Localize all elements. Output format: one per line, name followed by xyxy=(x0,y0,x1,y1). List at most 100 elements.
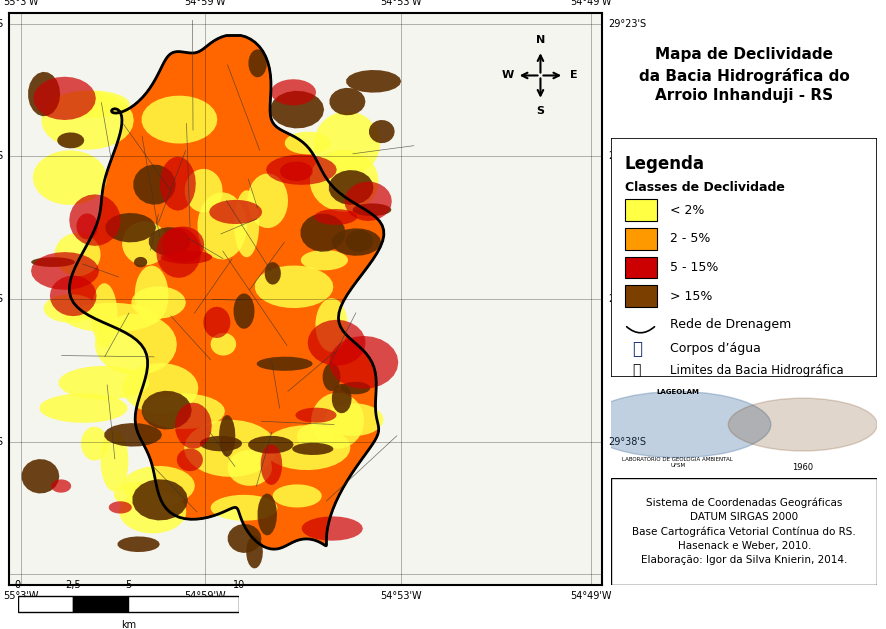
Polygon shape xyxy=(133,479,188,520)
Polygon shape xyxy=(263,425,351,470)
Polygon shape xyxy=(258,494,277,535)
Text: Classes de Declividade: Classes de Declividade xyxy=(625,181,784,194)
Polygon shape xyxy=(156,227,201,278)
Polygon shape xyxy=(177,448,203,471)
Polygon shape xyxy=(69,194,120,246)
Polygon shape xyxy=(271,79,316,106)
Text: Sistema de Coordenadas Geográficas
DATUM SIRGAS 2000
Base Cartográfica Vetorial : Sistema de Coordenadas Geográficas DATUM… xyxy=(633,498,856,565)
Polygon shape xyxy=(295,408,337,423)
Text: Legenda: Legenda xyxy=(625,155,704,173)
Polygon shape xyxy=(329,170,374,205)
Polygon shape xyxy=(228,524,261,553)
FancyBboxPatch shape xyxy=(611,478,877,585)
Text: 1960: 1960 xyxy=(792,462,813,472)
Polygon shape xyxy=(246,535,263,569)
Polygon shape xyxy=(346,70,401,92)
Polygon shape xyxy=(58,366,149,399)
Bar xyxy=(625,286,657,307)
Text: 29°38'S: 29°38'S xyxy=(0,437,3,447)
Text: 29°33'S: 29°33'S xyxy=(609,294,647,304)
Polygon shape xyxy=(314,209,357,225)
Text: 🔵: 🔵 xyxy=(633,340,642,358)
Circle shape xyxy=(728,398,877,451)
Polygon shape xyxy=(345,182,392,221)
Bar xyxy=(625,257,657,278)
Text: > 15%: > 15% xyxy=(670,289,712,303)
Bar xyxy=(625,228,657,250)
Text: 54°53'W: 54°53'W xyxy=(380,591,422,601)
Text: W: W xyxy=(501,70,514,81)
Polygon shape xyxy=(76,213,98,240)
Text: 2 - 5%: 2 - 5% xyxy=(670,232,711,245)
Polygon shape xyxy=(228,450,272,486)
Polygon shape xyxy=(329,336,399,389)
Text: 29°23'S: 29°23'S xyxy=(609,19,647,29)
Text: ⌒: ⌒ xyxy=(633,363,641,377)
Polygon shape xyxy=(82,426,108,460)
Polygon shape xyxy=(31,252,99,290)
Text: S: S xyxy=(536,106,545,116)
Polygon shape xyxy=(198,192,247,260)
Polygon shape xyxy=(307,320,366,365)
Text: 55°3'W: 55°3'W xyxy=(3,0,38,7)
Polygon shape xyxy=(266,155,337,185)
Polygon shape xyxy=(134,257,147,267)
Polygon shape xyxy=(120,491,186,533)
Polygon shape xyxy=(162,226,205,263)
Bar xyxy=(128,596,239,611)
Polygon shape xyxy=(284,131,331,155)
Text: LABORATÓRIO DE GEOLOGIA AMBIENTAL
UFSM: LABORATÓRIO DE GEOLOGIA AMBIENTAL UFSM xyxy=(622,457,733,468)
Polygon shape xyxy=(159,157,196,211)
Text: 54°49'W: 54°49'W xyxy=(570,591,611,601)
Polygon shape xyxy=(50,276,97,316)
Polygon shape xyxy=(209,200,262,224)
Polygon shape xyxy=(91,283,118,347)
Polygon shape xyxy=(105,423,162,447)
Text: 2,5: 2,5 xyxy=(66,580,81,590)
Polygon shape xyxy=(203,307,230,338)
Polygon shape xyxy=(34,77,96,120)
Polygon shape xyxy=(51,91,129,118)
Polygon shape xyxy=(273,484,322,508)
Polygon shape xyxy=(369,120,394,143)
Polygon shape xyxy=(270,91,324,128)
Polygon shape xyxy=(265,262,281,284)
Polygon shape xyxy=(330,88,365,115)
Polygon shape xyxy=(297,423,334,450)
FancyBboxPatch shape xyxy=(611,138,877,377)
Text: Limites da Bacia Hidrográfica: Limites da Bacia Hidrográfica xyxy=(670,364,843,377)
Bar xyxy=(18,596,73,611)
Polygon shape xyxy=(248,436,293,454)
Polygon shape xyxy=(324,403,384,436)
Polygon shape xyxy=(69,35,384,549)
Text: 29°38'S: 29°38'S xyxy=(609,437,647,447)
Polygon shape xyxy=(135,265,168,324)
Polygon shape xyxy=(114,482,159,508)
Text: N: N xyxy=(536,35,545,45)
Text: 54°59'W: 54°59'W xyxy=(184,591,226,601)
Polygon shape xyxy=(234,190,260,257)
Polygon shape xyxy=(142,391,191,430)
Polygon shape xyxy=(332,384,352,413)
Polygon shape xyxy=(43,294,97,323)
Polygon shape xyxy=(58,133,84,148)
Text: 0: 0 xyxy=(15,580,20,590)
Text: 54°53'W: 54°53'W xyxy=(380,0,422,7)
Polygon shape xyxy=(122,466,195,506)
Text: 54°49'W: 54°49'W xyxy=(570,0,611,7)
Text: LAGEOLAM: LAGEOLAM xyxy=(657,389,699,394)
Text: Mapa de Declividade
da Bacia Hidrográfica do
Arroio Inhanduji - RS: Mapa de Declividade da Bacia Hidrográfic… xyxy=(639,47,850,104)
Polygon shape xyxy=(280,162,313,181)
Text: 5 - 15%: 5 - 15% xyxy=(670,261,719,274)
Polygon shape xyxy=(341,382,370,394)
Text: 29°33'S: 29°33'S xyxy=(0,294,3,304)
Polygon shape xyxy=(42,91,134,150)
Polygon shape xyxy=(95,314,177,375)
Polygon shape xyxy=(40,393,128,423)
Polygon shape xyxy=(122,221,168,265)
Polygon shape xyxy=(346,230,373,252)
Polygon shape xyxy=(184,420,277,477)
Polygon shape xyxy=(51,479,71,493)
Polygon shape xyxy=(315,111,380,176)
Polygon shape xyxy=(160,250,213,264)
